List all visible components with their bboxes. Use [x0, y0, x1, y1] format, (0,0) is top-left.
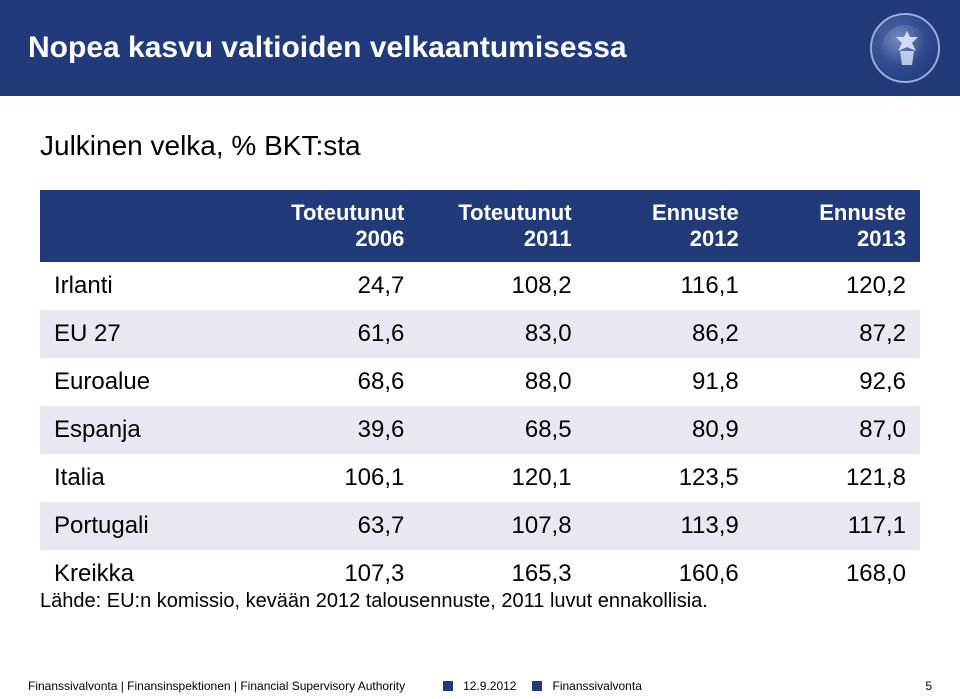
source-note: Lähde: EU:n komissio, kevään 2012 talous… — [40, 590, 708, 613]
table-header: Toteutunut2006Toteutunut2011Ennuste2012E… — [40, 190, 920, 262]
cell-value: 63,7 — [251, 502, 418, 550]
cell-value: 108,2 — [418, 262, 585, 310]
row-label: Espanja — [40, 406, 251, 454]
emblem-icon — [870, 13, 940, 83]
table-body: Irlanti24,7108,2116,1120,2EU 2761,683,08… — [40, 262, 920, 598]
footer-org: Finanssivalvonta | Finansinspektionen | … — [28, 679, 405, 693]
row-label: Irlanti — [40, 262, 251, 310]
cell-value: 68,5 — [418, 406, 585, 454]
cell-value: 39,6 — [251, 406, 418, 454]
cell-value: 120,2 — [753, 262, 920, 310]
cell-value: 92,6 — [753, 358, 920, 406]
table-row: EU 2761,683,086,287,2 — [40, 310, 920, 358]
col-header: Toteutunut2011 — [418, 190, 585, 262]
footer-date: 12.9.2012 — [463, 679, 516, 693]
table-row: Portugali63,7107,8113,9117,1 — [40, 502, 920, 550]
header-bar: Nopea kasvu valtioiden velkaantumisessa — [0, 0, 960, 96]
col-header: Toteutunut2006 — [251, 190, 418, 262]
col-header: Ennuste2013 — [753, 190, 920, 262]
row-label: Euroalue — [40, 358, 251, 406]
cell-value: 87,2 — [753, 310, 920, 358]
table-row: Irlanti24,7108,2116,1120,2 — [40, 262, 920, 310]
cell-value: 91,8 — [586, 358, 753, 406]
cell-value: 83,0 — [418, 310, 585, 358]
cell-value: 123,5 — [586, 454, 753, 502]
cell-value: 86,2 — [586, 310, 753, 358]
row-label: Italia — [40, 454, 251, 502]
cell-value: 87,0 — [753, 406, 920, 454]
table-row: Italia106,1120,1123,5121,8 — [40, 454, 920, 502]
slide: Nopea kasvu valtioiden velkaantumisessa … — [0, 0, 960, 699]
cell-value: 61,6 — [251, 310, 418, 358]
cell-value: 80,9 — [586, 406, 753, 454]
data-table: Toteutunut2006Toteutunut2011Ennuste2012E… — [40, 190, 920, 598]
cell-value: 106,1 — [251, 454, 418, 502]
footer-marker-icon — [532, 681, 542, 691]
cell-value: 107,8 — [418, 502, 585, 550]
cell-value: 168,0 — [753, 550, 920, 598]
cell-value: 113,9 — [586, 502, 753, 550]
cell-value: 116,1 — [586, 262, 753, 310]
cell-value: 68,6 — [251, 358, 418, 406]
page-title: Nopea kasvu valtioiden velkaantumisessa — [28, 31, 627, 65]
cell-value: 121,8 — [753, 454, 920, 502]
subtitle: Julkinen velka, % BKT:sta — [40, 130, 361, 162]
footer: Finanssivalvonta | Finansinspektionen | … — [0, 673, 960, 699]
footer-marker-icon — [443, 681, 453, 691]
col-header: Ennuste2012 — [586, 190, 753, 262]
col-header-empty — [40, 190, 251, 262]
cell-value: 117,1 — [753, 502, 920, 550]
lion-crest-icon — [890, 29, 924, 71]
table-row: Espanja39,668,580,987,0 — [40, 406, 920, 454]
row-label: EU 27 — [40, 310, 251, 358]
table-row: Euroalue68,688,091,892,6 — [40, 358, 920, 406]
row-label: Portugali — [40, 502, 251, 550]
cell-value: 24,7 — [251, 262, 418, 310]
footer-page: 5 — [925, 679, 932, 693]
cell-value: 120,1 — [418, 454, 585, 502]
footer-dept: Finanssivalvonta — [552, 679, 641, 693]
cell-value: 88,0 — [418, 358, 585, 406]
